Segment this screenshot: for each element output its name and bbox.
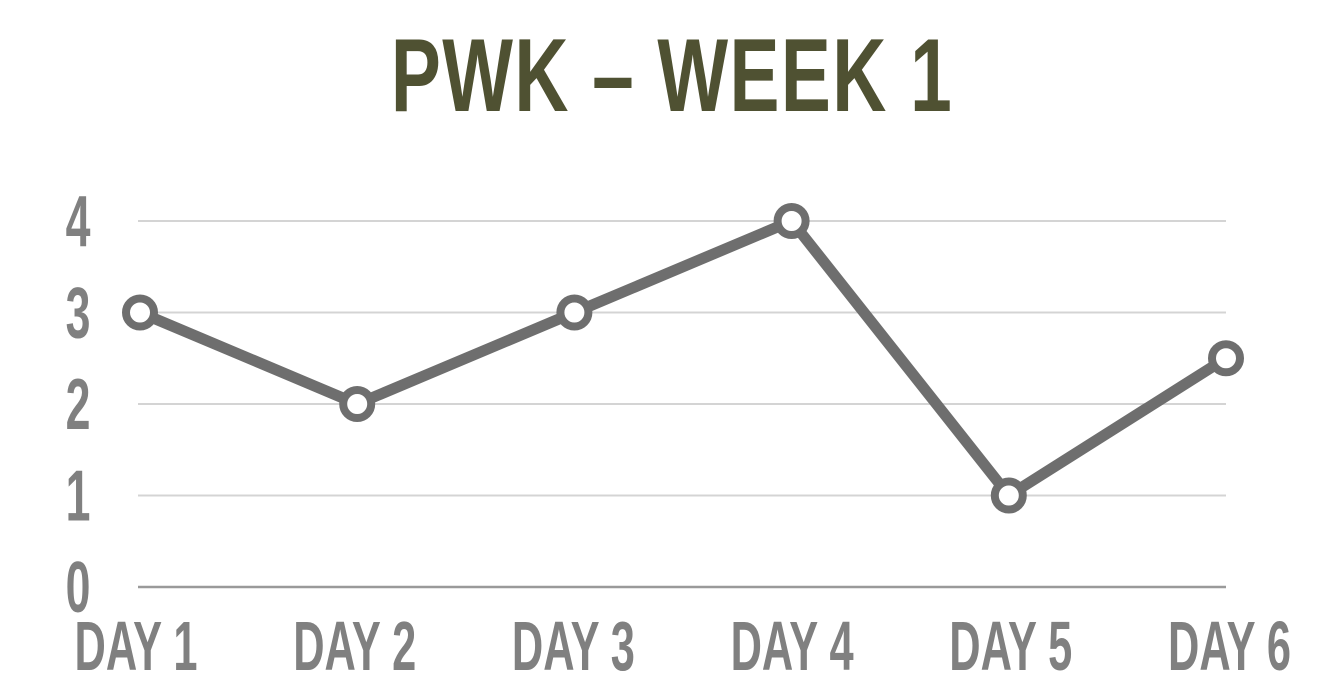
chart-title: PWK – WEEK 1 [390,18,954,134]
data-markers [122,203,1244,514]
series-line [134,215,1232,501]
y-tick-label: 4 [66,181,91,262]
x-tick-label: DAY 1 [74,607,197,685]
x-tick-label: DAY 6 [1168,607,1291,685]
data-point-marker [556,294,593,331]
data-point-marker [339,386,376,422]
y-tick-label: 2 [66,364,91,445]
y-tick-label: 3 [66,273,91,354]
y-axis-tick-labels: 0 1 2 3 4 [66,181,91,628]
y-tick-label: 0 [66,547,91,628]
x-tick-label: DAY 3 [512,607,635,685]
series-polyline [134,215,1232,501]
x-axis-tick-labels: DAY 1 DAY 2 DAY 3 DAY 4 DAY 5 DAY 6 [74,607,1291,685]
x-tick-label: DAY 5 [949,607,1072,685]
x-tick-label: DAY 4 [731,607,854,685]
y-tick-label: 1 [66,456,91,537]
x-tick-label: DAY 2 [293,607,416,685]
data-point-marker [122,294,158,331]
data-point-marker [1208,340,1244,377]
data-point-marker [990,477,1027,514]
gridlines [138,220,1226,497]
data-point-marker [773,203,810,239]
